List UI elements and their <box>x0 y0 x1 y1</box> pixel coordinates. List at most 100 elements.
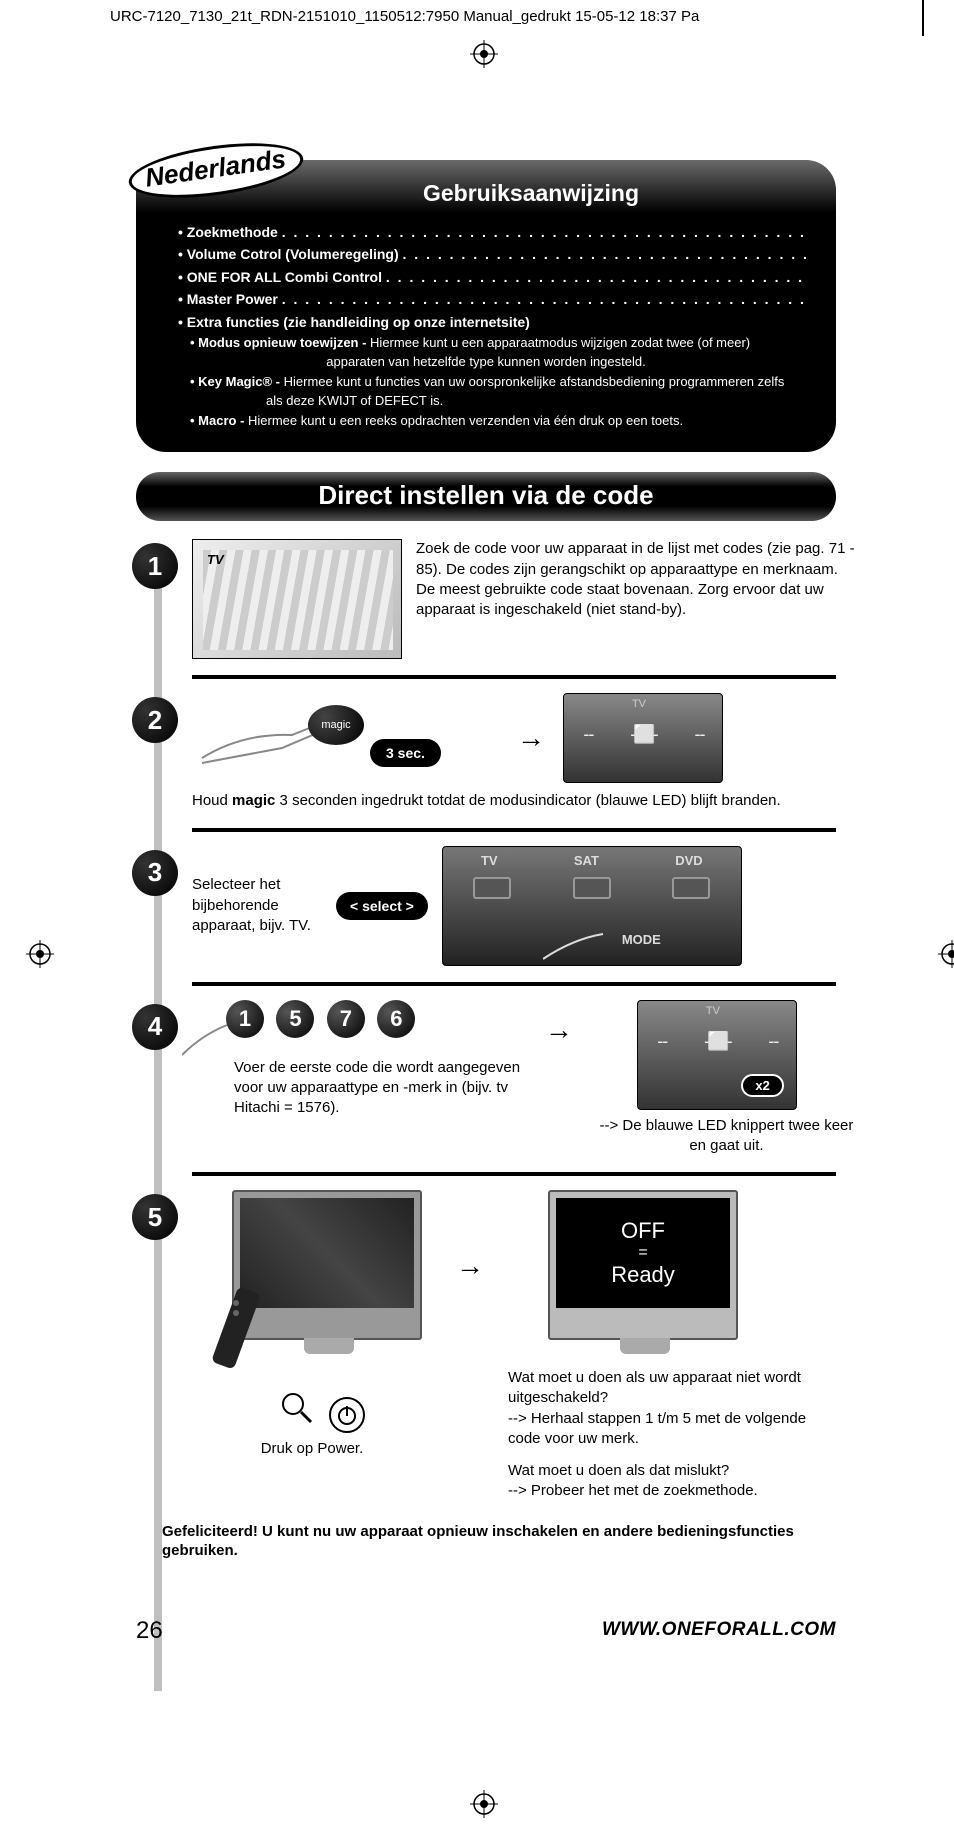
remote-hand-icon <box>194 1283 294 1398</box>
toc-item: • Master Power . . . . . . . . . . . . .… <box>166 288 806 310</box>
step-text: Zoek de code voor uw apparaat in de lijs… <box>416 539 856 620</box>
power-label: Druk op Power. <box>192 1439 432 1459</box>
caption-bold: magic <box>232 792 275 809</box>
tab-sat: SAT <box>574 853 599 868</box>
header-title: Gebruiksaanwijzing <box>256 180 806 207</box>
section-title: Direct instellen via de code <box>136 472 836 521</box>
remote-blink-image: TV - --⬜-- - x2 <box>637 1000 797 1110</box>
digit-button-icon: 5 <box>276 1000 314 1038</box>
extra-sub: • Modus opnieuw toewijzen - Hiermee kunt… <box>166 333 806 353</box>
extra-heading: • Extra functies (zie handleiding op onz… <box>166 311 806 333</box>
step-number: 3 <box>132 850 178 896</box>
toc-dots: . . . . . . . . . . . . . . . . . . . . … <box>282 224 806 240</box>
digit-button-icon: 7 <box>327 1000 365 1038</box>
remote-led-image: TV - --⬜-- - <box>563 693 723 783</box>
sub-text: Hiermee kunt u functies van uw oorspronk… <box>284 374 785 389</box>
step-text: Voer de eerste code die wordt aangegeven… <box>192 1058 521 1119</box>
step-2: 2 magic 3 sec. → TV - --⬜-- - Houd magic… <box>136 693 856 811</box>
hand-press-icon: magic <box>192 703 392 773</box>
led-icons: - --⬜-- - <box>564 724 722 745</box>
toc-dots: . . . . . . . . . . . . . . . . . . . . … <box>403 246 806 262</box>
hand-icon <box>543 924 623 969</box>
step-text: Houd magic 3 seconden ingedrukt totdat d… <box>192 791 856 811</box>
step4-left: 1 5 7 6 Voer de eerste code die wordt aa… <box>192 1000 521 1119</box>
sub-text: apparaten van hetzelfde type kunnen word… <box>326 354 645 369</box>
hand-icon <box>182 1010 242 1060</box>
step-number: 5 <box>132 1194 178 1240</box>
ready-label: Ready <box>611 1262 675 1288</box>
select-label: < select > <box>336 892 428 920</box>
caption-part: 3 seconden ingedrukt totdat de modusindi… <box>275 792 780 809</box>
step5-a1: --> Herhaal stappen 1 t/m 5 met de volge… <box>508 1409 818 1450</box>
led-icons: - --⬜-- - <box>638 1031 796 1052</box>
arrow-right-icon: → <box>517 722 545 754</box>
crop-mark <box>922 0 924 36</box>
tv-on-image <box>232 1190 422 1340</box>
tv-label: TV <box>207 552 224 567</box>
registration-mark-icon <box>470 40 498 68</box>
congrats-text: Gefeliciteerd! U kunt nu uw apparaat opn… <box>136 1522 856 1561</box>
step-5: 5 Druk op Power. → <box>136 1190 856 1502</box>
print-header: URC-7120_7130_21t_RDN-2151010_1150512:79… <box>110 8 699 25</box>
step5-left: Druk op Power. <box>192 1190 432 1459</box>
sub-text: Hiermee kunt u een reeks opdrachten verz… <box>248 413 683 428</box>
arrow-right-icon: → <box>545 1014 573 1046</box>
step4-right: TV - --⬜-- - x2 --> De blauwe LED knippe… <box>597 1000 856 1157</box>
header-box: Nederlands Gebruiksaanwijzing • Zoekmeth… <box>136 160 836 452</box>
steps-container: 1 TV Zoek de code voor uw apparaat in de… <box>136 539 856 1560</box>
sub-bold: • Macro - <box>190 413 248 428</box>
step-3: 3 Selecteer het bijbehorende apparaat, b… <box>136 846 856 966</box>
extra-sub: • Key Magic® - Hiermee kunt u functies v… <box>166 372 806 392</box>
divider <box>192 675 836 679</box>
divider <box>192 982 836 986</box>
sub-bold: • Key Magic® - <box>190 374 284 389</box>
magnifier-icon <box>279 1413 315 1430</box>
toc-item: • ONE FOR ALL Combi Control . . . . . . … <box>166 266 806 288</box>
step-1: 1 TV Zoek de code voor uw apparaat in de… <box>136 539 856 659</box>
power-icon <box>329 1397 365 1433</box>
step-text: --> De blauwe LED knippert twee keer en … <box>597 1116 856 1157</box>
equals-label: = <box>638 1244 647 1262</box>
arrow-right-icon: → <box>456 1250 484 1282</box>
toc-label: • Master Power <box>178 291 278 307</box>
extra-sub: als deze KWIJT of DEFECT is. <box>166 391 806 411</box>
code-list-image: TV <box>192 539 402 659</box>
tv-label: TV <box>632 698 646 710</box>
toc-label: • Zoekmethode <box>178 224 278 240</box>
x2-badge: x2 <box>741 1074 783 1097</box>
step-number: 4 <box>132 1004 178 1050</box>
extra-sub: apparaten van hetzelfde type kunnen word… <box>166 352 806 372</box>
step5-a2: --> Probeer het met de zoekmethode. <box>508 1481 818 1501</box>
divider <box>192 828 836 832</box>
toc-dots: . . . . . . . . . . . . . . . . . . . . … <box>282 291 806 307</box>
registration-mark-icon <box>470 1790 498 1818</box>
tab-tv: TV <box>481 853 498 868</box>
divider <box>192 1172 836 1176</box>
step-text: Selecteer het bijbehorende apparaat, bij… <box>192 875 322 936</box>
caption-part: Houd <box>192 792 232 809</box>
sub-bold: • Modus opnieuw toewijzen - <box>190 335 370 350</box>
step5-q1: Wat moet u doen als uw apparaat niet wor… <box>508 1368 818 1409</box>
tv-label: TV <box>706 1005 720 1017</box>
extra-sub: • Macro - Hiermee kunt u een reeks opdra… <box>166 411 806 431</box>
registration-mark-icon <box>26 940 54 968</box>
step5-right: OFF = Ready Wat moet u doen als uw appar… <box>508 1190 818 1502</box>
step-4: 4 1 5 7 6 Voer de eerste code die wordt … <box>136 1000 856 1157</box>
tv-off-image: OFF = Ready <box>548 1190 738 1340</box>
website-url: WWW.ONEFORALL.COM <box>602 1619 836 1641</box>
registration-mark-icon <box>938 940 954 968</box>
digit-button-icon: 6 <box>377 1000 415 1038</box>
step-number: 1 <box>132 543 178 589</box>
toc-item: • Volume Cotrol (Volumeregeling) . . . .… <box>166 243 806 265</box>
step5-q2: Wat moet u doen als dat mislukt? <box>508 1461 818 1481</box>
toc-label: • Volume Cotrol (Volumeregeling) <box>178 246 399 262</box>
toc-item: • Zoekmethode . . . . . . . . . . . . . … <box>166 221 806 243</box>
sub-text: Hiermee kunt u een apparaatmodus wijzige… <box>370 335 750 350</box>
toc-dots: . . . . . . . . . . . . . . . . . . . . … <box>386 269 806 285</box>
sub-text: als deze KWIJT of DEFECT is. <box>266 393 443 408</box>
toc-label: • ONE FOR ALL Combi Control <box>178 269 382 285</box>
remote-mode-image: TVSATDVD MODE <box>442 846 742 966</box>
mode-label: MODE <box>622 932 661 947</box>
off-label: OFF <box>621 1218 665 1244</box>
page-number: 26 <box>136 1617 163 1645</box>
